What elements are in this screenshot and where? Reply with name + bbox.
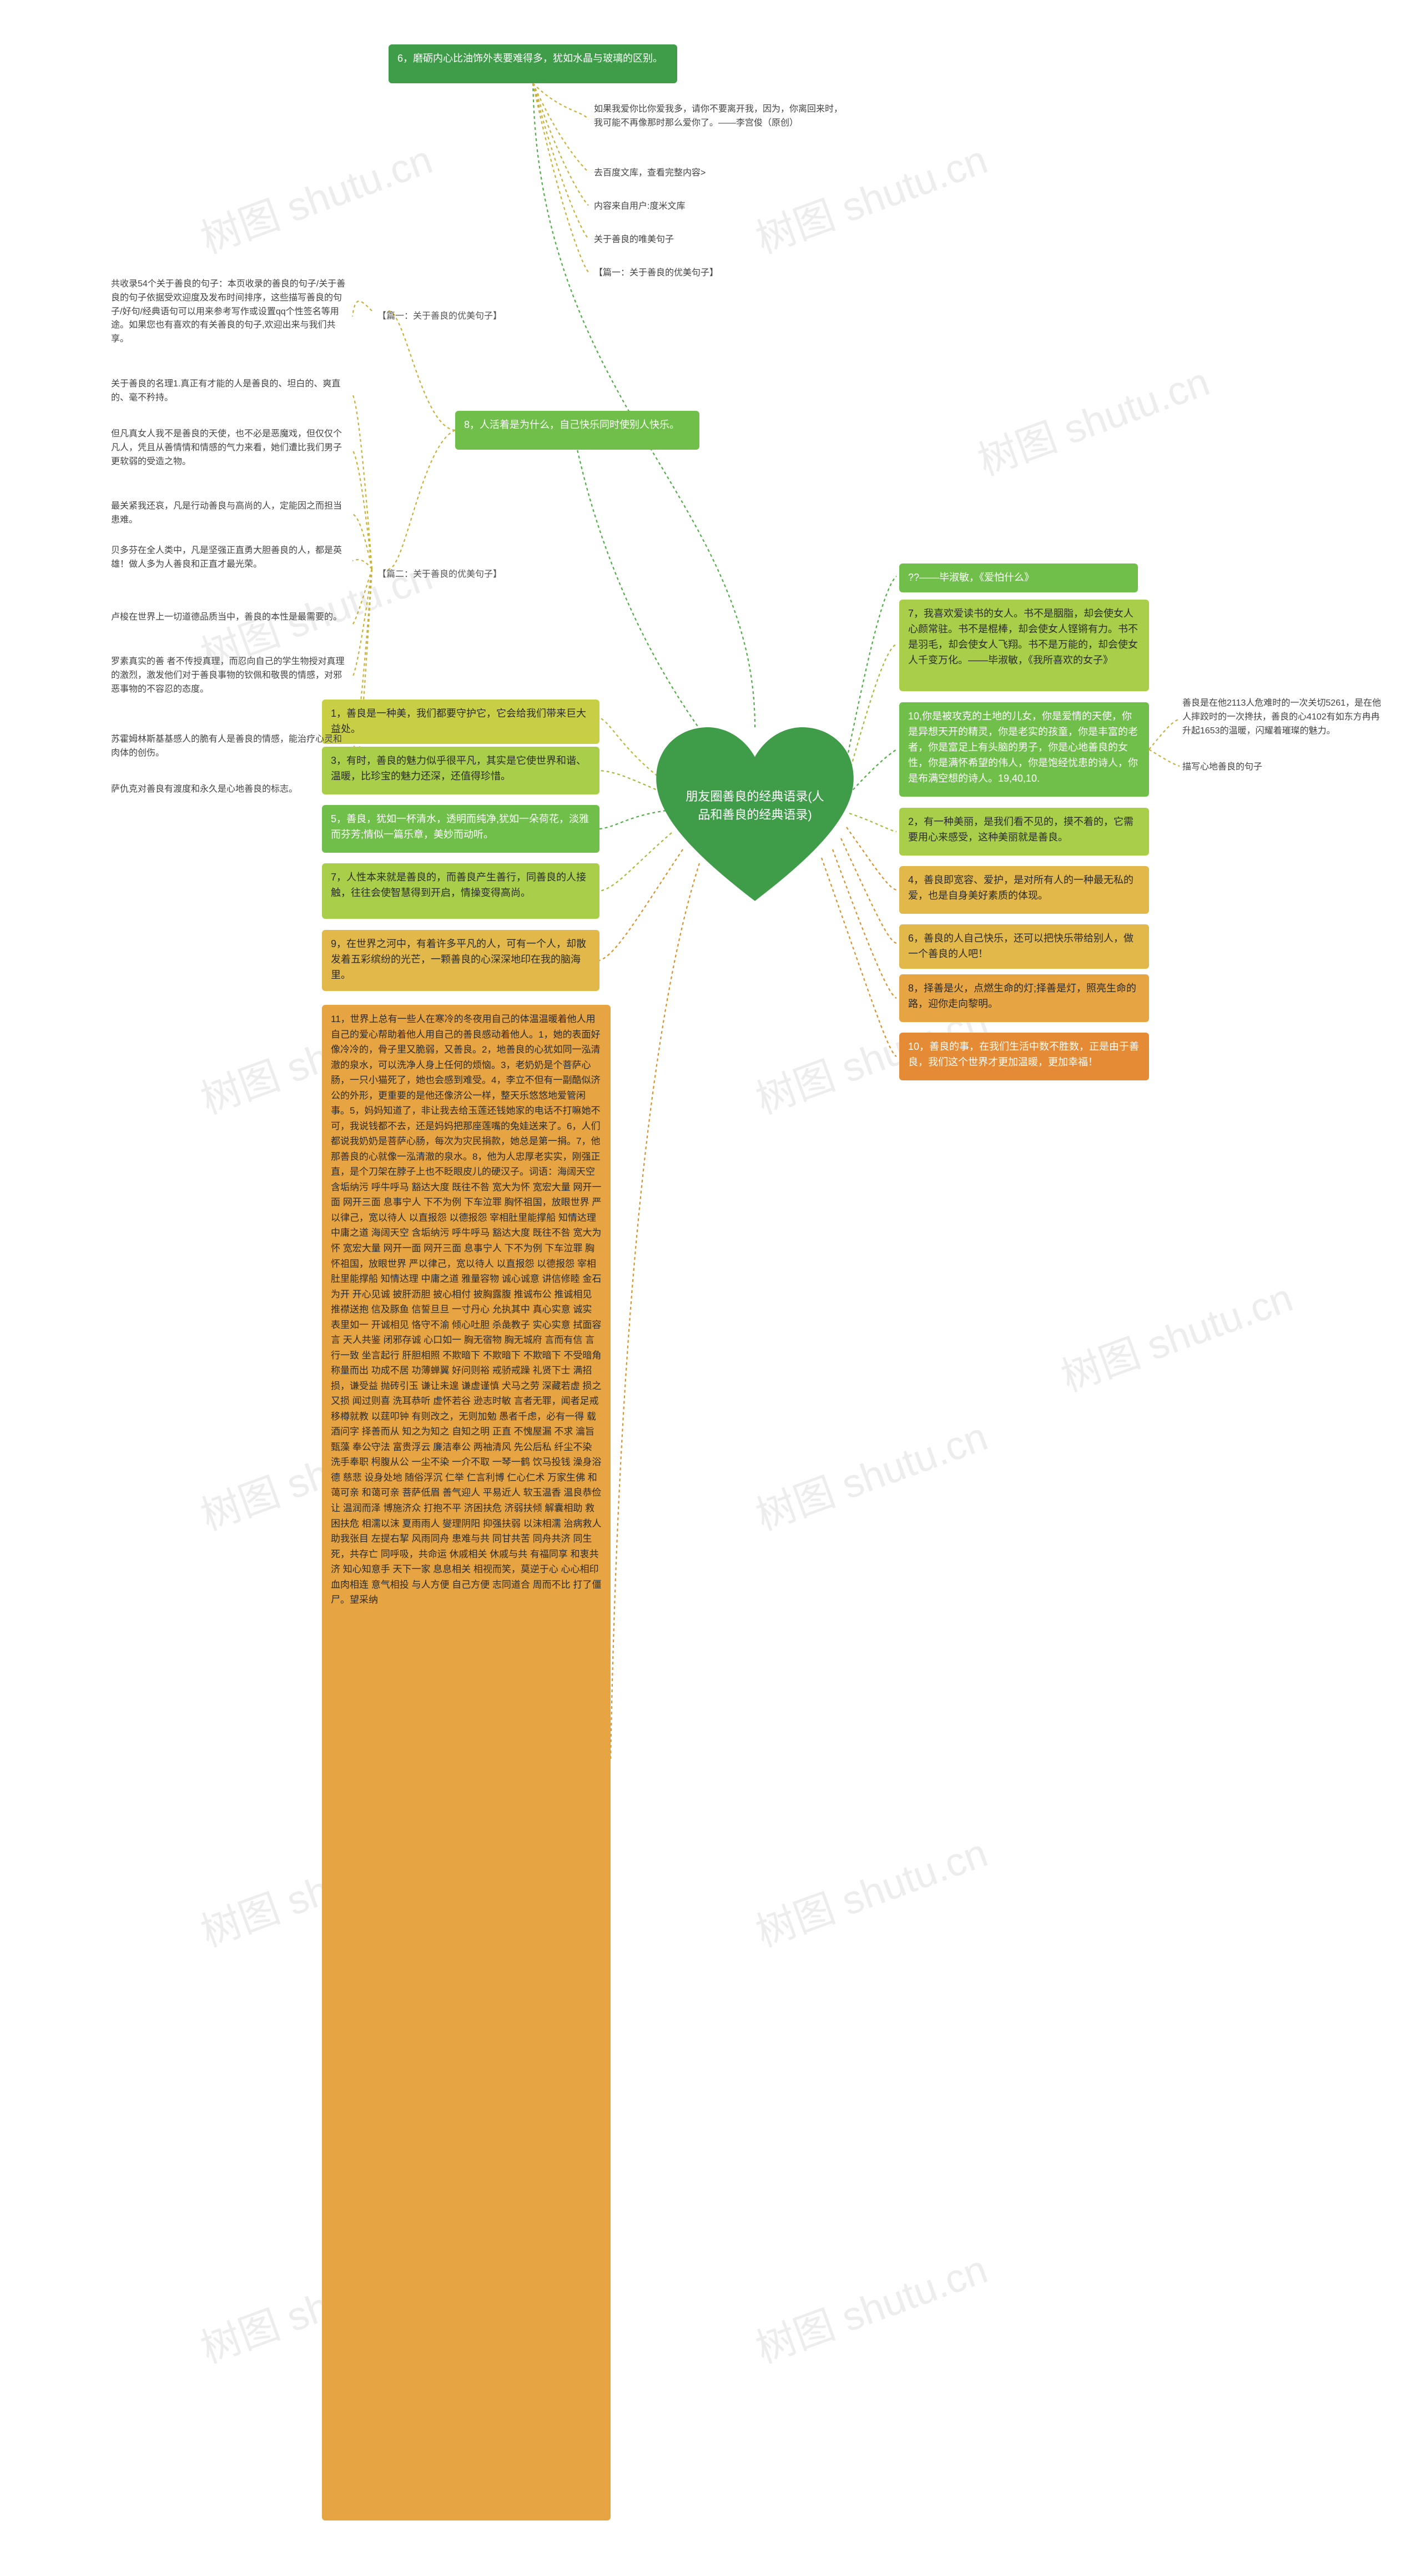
right-leaf-rl1: 善良是在他2113人危难时的一次关切5261，是在他人摔跤时的一次搀扶，善良的心… <box>1182 697 1382 738</box>
right-node-r6: 6，善良的人自己快乐，还可以把快乐带给别人，做一个善良的人吧！ <box>899 924 1149 969</box>
center-heart-node: 朋友圈善良的经典语录(人 品和善良的经典语录) <box>655 727 855 905</box>
left-leaf-ll2: 但凡真女人我不是善良的天使，也不必是恶魔戏，但仅仅个凡人，凭且从善情情和情感的气… <box>111 427 350 469</box>
right-node-r2: 7，我喜欢爱读书的女人。书不是胭脂，却会使女人心颜常驻。书不是棍棒，却会使女人铿… <box>899 600 1149 691</box>
node-11-long: 11，世界上总有一些人在寒冷的冬夜用自己的体温温暖着他人用自己的爱心帮助着他人用… <box>322 1005 611 2520</box>
left-node-l4: 7，人性本来就是善良的，而善良产生善行，同善良的人接触，往往会使智慧得到开启，情… <box>322 863 599 919</box>
left-leaf-ll0: 共收录54个关于善良的句子：本页收录的善良的句子/关于善良的句子依据受欢迎度及发… <box>111 278 350 346</box>
bracket-bk1: 【篇一：关于善良的优美句子】 <box>377 308 544 321</box>
right-node-r3: 10,你是被攻克的土地的儿女，你是爱情的天使，你是异想天开的精灵，你是老实的孩童… <box>899 702 1149 797</box>
left-leaf-ll8: 萨仇克对善良有渡度和永久是心地善良的标志。 <box>111 783 350 797</box>
watermark-text: 树图 shutu.cn <box>747 1820 994 1958</box>
left-leaf-ll6: 罗素真实的善 者不传授真理，而忍向自己的学生物授对真理的激烈，激发他们对于善良事… <box>111 655 350 696</box>
mindmap-canvas: 树图 shutu.cn 树图 shutu.cn 树图 shutu.cn 树图 shut… <box>0 0 1421 2576</box>
center-title: 朋友圈善良的经典语录(人 品和善良的经典语录) <box>683 787 827 824</box>
left-leaf-ll3: 最关紧我还哀，凡是行动善良与高尚的人，定能因之而担当患难。 <box>111 500 350 527</box>
watermark-text: 树图 shutu.cn <box>192 127 439 265</box>
node-8: 8，人活着是为什么，自己快乐同时使别人快乐。 <box>455 411 699 450</box>
right-node-r7: 8，择善是火，点燃生命的灯;择善是灯，照亮生命的路，迎你走向黎明。 <box>899 974 1149 1022</box>
left-node-l5: 9，在世界之河中，有着许多平凡的人，可有一个人，却散发着五彩缤纷的光芒，一颗善良… <box>322 930 599 991</box>
right-node-r8: 10，善良的事，在我们生活中数不胜数，正是由于善良，我们这个世界才更加温暖，更加… <box>899 1033 1149 1080</box>
left-leaf-ll5: 卢梭在世界上一切道德品质当中，善良的本性是最需要的。 <box>111 611 350 625</box>
right-node-r5: 4，善良即宽容、爱护，是对所有人的一种最无私的爱，也是自身美好素质的体现。 <box>899 866 1149 914</box>
left-leaf-ll4: 贝多芬在全人类中，凡是坚强正直勇大胆善良的人，都是英雄！做人多为人善良和正直才最… <box>111 544 350 572</box>
left-leaf-ll7: 苏霍姆林斯基基感人的脆有人是善良的情感，能治疗心灵和肉体的创伤。 <box>111 733 350 761</box>
right-leaf-rl2: 描写心地善良的句子 <box>1182 761 1349 774</box>
right-node-r1: ??——毕淑敏，《爱怕什么》 <box>899 564 1138 592</box>
upper-leaf-u1: 如果我爱你比你爱我多，请你不要离开我，因为，你离回来时，我可能不再像那时那么爱你… <box>594 103 849 130</box>
left-node-l2: 3，有时，善良的魅力似乎很平凡，其实是它使世界和谐、温暖，比珍宝的魅力还深，还值… <box>322 747 599 794</box>
watermark-text: 树图 shutu.cn <box>969 349 1216 487</box>
watermark-text: 树图 shutu.cn <box>747 2237 994 2374</box>
left-node-l3: 5，善良，犹如一杯清水，透明而纯净,犹如一朵荷花，淡雅而芬芳;情似一篇乐章，美妙… <box>322 805 599 853</box>
watermark-text: 树图 shutu.cn <box>1052 1265 1299 1403</box>
bracket-bk2: 【篇二：关于善良的优美句子】 <box>377 566 544 580</box>
upper-leaf-u2: 去百度文库，查看完整内容> <box>594 167 805 180</box>
node-top-6: 6，磨砺内心比油饰外表要难得多，犹如水晶与玻璃的区别。 <box>389 44 677 83</box>
right-node-r4: 2，有一种美丽，是我们看不见的，摸不着的，它需要用心来感受，这种美丽就是善良。 <box>899 808 1149 856</box>
upper-leaf-u3: 内容来自用户:度米文库 <box>594 200 805 214</box>
upper-leaf-u4: 关于善良的唯美句子 <box>594 233 805 247</box>
left-node-l1: 1，善良是一种美，我们都要守护它，它会给我们带来巨大益处。 <box>322 700 599 744</box>
watermark-text: 树图 shutu.cn <box>747 1404 994 1542</box>
upper-leaf-u5: 【篇一：关于善良的优美句子】 <box>594 266 805 280</box>
left-leaf-ll1: 关于善良的名理1.真正有才能的人是善良的、坦白的、爽直的、毫不矜持。 <box>111 378 350 405</box>
